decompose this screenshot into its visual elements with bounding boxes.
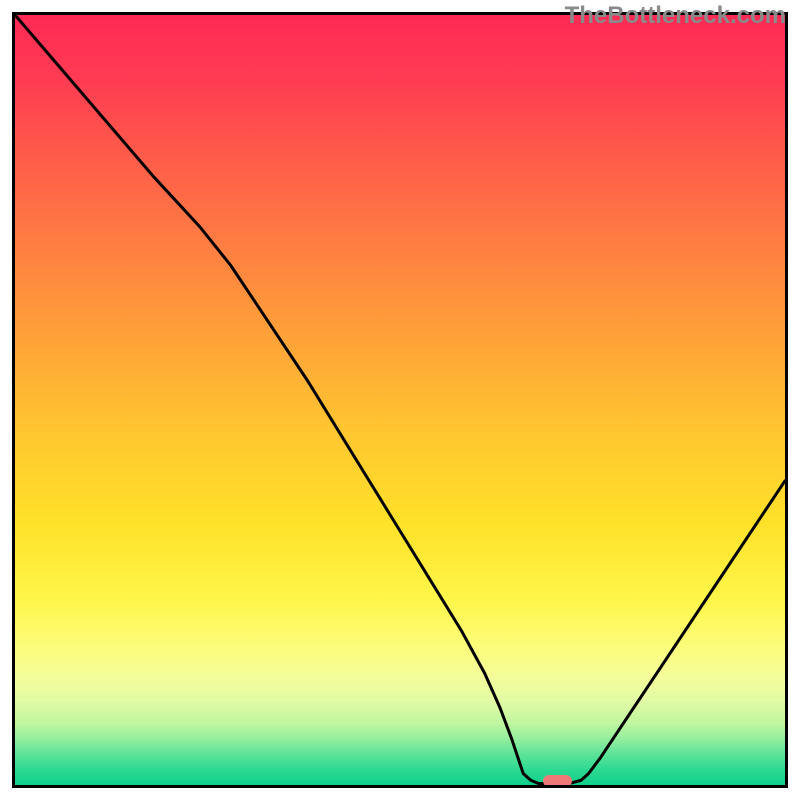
- bottleneck-curve: [15, 15, 785, 783]
- curve-layer: [15, 15, 785, 785]
- watermark-text: TheBottleneck.com: [565, 2, 786, 30]
- plot-area: [12, 12, 788, 788]
- optimal-marker: [543, 775, 572, 787]
- chart-frame: TheBottleneck.com: [0, 0, 800, 800]
